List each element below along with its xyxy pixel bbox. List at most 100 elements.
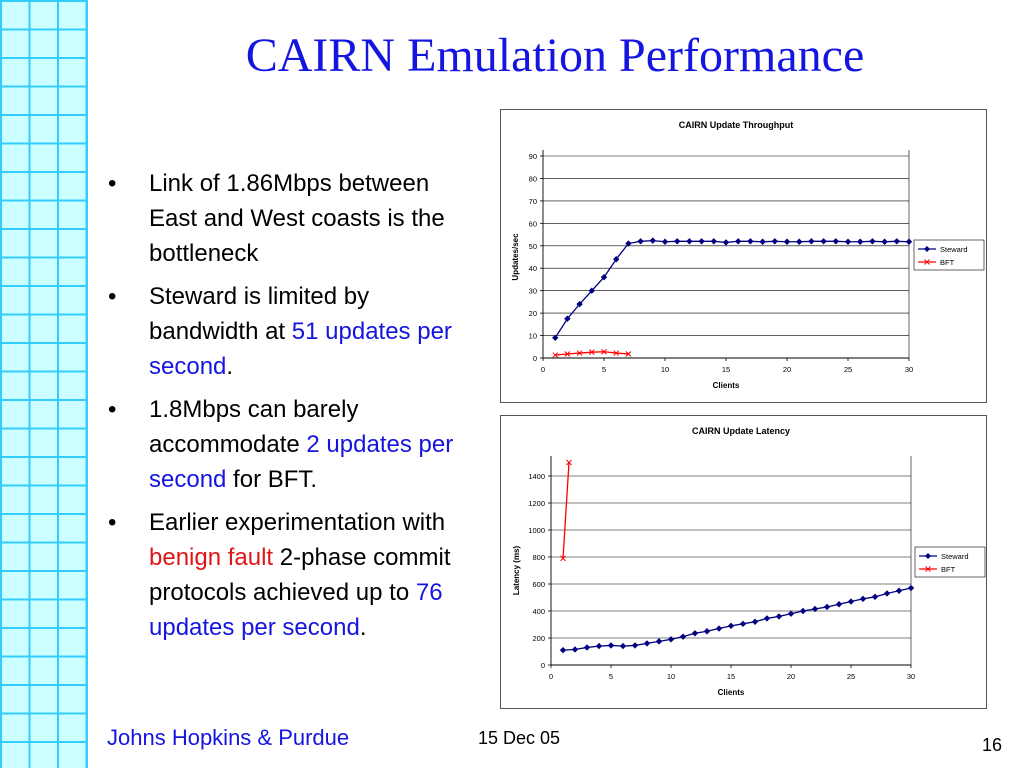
- data-point-steward: [722, 239, 730, 246]
- bullet-text: Link of 1.86Mbps between East and West c…: [149, 170, 445, 267]
- y-tick-label: 1400: [528, 472, 545, 481]
- data-point-bft: [566, 459, 572, 466]
- data-point-bft: [576, 350, 583, 356]
- data-point-steward: [895, 587, 903, 594]
- legend-marker-bft: [925, 566, 931, 572]
- data-point-steward: [869, 238, 876, 245]
- data-point-bft: [588, 349, 595, 356]
- data-point-steward: [823, 603, 831, 611]
- plot-area: [552, 237, 913, 358]
- decorative-grid-band: [0, 0, 88, 768]
- x-tick-label: 30: [907, 672, 915, 681]
- y-tick-label: 10: [529, 332, 537, 341]
- legend-box: [914, 546, 986, 578]
- bullet-text: .: [226, 353, 234, 380]
- series-line-bft: [562, 462, 570, 559]
- data-point-steward: [715, 625, 723, 632]
- data-point-bft: [552, 352, 559, 358]
- data-point-steward: [796, 238, 803, 245]
- chart-title: CAIRN Update Latency: [692, 426, 790, 436]
- data-point-steward: [893, 238, 900, 245]
- data-point-steward: [771, 238, 778, 245]
- y-axis-label: Updates/sec: [511, 233, 520, 281]
- data-point-steward: [727, 622, 735, 630]
- legend-label: BFT: [940, 258, 955, 267]
- data-point-steward: [571, 646, 579, 653]
- y-tick-label: 1200: [528, 499, 545, 508]
- bullet-dot: •: [108, 396, 117, 423]
- data-point-steward: [799, 607, 807, 615]
- data-point-steward: [832, 238, 839, 245]
- x-tick-label: 20: [787, 672, 795, 681]
- y-tick-label: 40: [529, 264, 537, 273]
- data-point-steward: [698, 238, 705, 245]
- x-axis-label: Clients: [713, 381, 740, 390]
- data-point-steward: [595, 642, 603, 650]
- bullet-text: Earlier experimentation with: [149, 509, 446, 536]
- page-number: 16: [982, 735, 1003, 755]
- chart-title: CAIRN Update Throughput: [679, 120, 793, 130]
- legend-marker-steward: [925, 553, 931, 559]
- data-point-steward: [763, 615, 771, 622]
- footer-date: 15 Dec 05: [478, 728, 561, 748]
- chart-svg: CAIRN Update Throughput01020304050607080…: [511, 120, 985, 390]
- data-point-steward: [811, 605, 819, 613]
- bullet-text: 76 updates per second: [149, 579, 443, 641]
- data-point-steward: [871, 593, 879, 601]
- data-point-steward: [661, 238, 669, 245]
- chart-svg: CAIRN Update Latency02004006008001000120…: [512, 426, 986, 697]
- x-tick-label: 30: [905, 365, 913, 374]
- y-tick-label: 0: [533, 354, 537, 363]
- data-point-steward: [820, 238, 827, 245]
- x-tick-label: 10: [667, 672, 675, 681]
- bullet-text: .: [359, 614, 367, 641]
- data-point-steward: [907, 584, 915, 592]
- y-tick-label: 1000: [528, 526, 545, 535]
- data-point-steward: [637, 238, 644, 245]
- bullet-dot: •: [108, 170, 117, 197]
- y-tick-label: 90: [529, 152, 537, 161]
- data-point-bft: [625, 351, 632, 357]
- data-point-bft: [564, 351, 571, 357]
- data-point-steward: [710, 238, 717, 245]
- x-tick-label: 20: [783, 365, 791, 374]
- bullet-dot: •: [108, 509, 117, 536]
- data-point-steward: [674, 238, 681, 245]
- series-line-steward: [554, 239, 910, 339]
- data-point-steward: [775, 613, 783, 620]
- y-axis-label: Latency (ms): [512, 545, 521, 595]
- data-point-steward: [835, 601, 843, 608]
- data-point-steward: [787, 610, 795, 617]
- bullet-dot: •: [108, 283, 117, 310]
- x-tick-label: 10: [661, 365, 669, 374]
- y-tick-label: 400: [532, 607, 545, 616]
- y-tick-label: 600: [532, 580, 545, 589]
- data-point-steward: [619, 642, 627, 650]
- x-tick-label: 25: [847, 672, 855, 681]
- data-point-steward: [747, 238, 754, 245]
- data-point-steward: [631, 642, 639, 649]
- legend-label: Steward: [941, 552, 969, 561]
- y-tick-label: 30: [529, 287, 537, 296]
- bullet-item: • Link of 1.86Mbps between East and West …: [108, 166, 480, 271]
- bullet-text: benign fault: [149, 544, 274, 571]
- slide-title: CAIRN Emulation Performance: [245, 29, 865, 82]
- data-point-steward: [735, 238, 742, 245]
- data-point-steward: [857, 238, 864, 245]
- data-point-steward: [751, 618, 759, 625]
- legend-marker-bft: [924, 259, 930, 265]
- data-point-steward: [600, 274, 608, 281]
- legend-label: BFT: [941, 565, 956, 574]
- data-point-steward: [679, 633, 687, 640]
- data-point-steward: [559, 646, 567, 654]
- data-point-steward: [859, 595, 867, 603]
- data-point-bft: [601, 348, 607, 355]
- latency-chart: CAIRN Update Latency 0 200 400 600 800 1000 120…: [500, 415, 987, 709]
- data-point-steward: [691, 630, 699, 637]
- bullet-item: • Steward is limited by bandwidth at 51 u…: [108, 279, 480, 384]
- data-point-steward: [881, 238, 888, 245]
- bullet-text: for BFT.: [226, 466, 318, 493]
- x-tick-label: 0: [549, 672, 553, 681]
- y-tick-label: 20: [529, 309, 537, 318]
- data-point-steward: [847, 598, 855, 605]
